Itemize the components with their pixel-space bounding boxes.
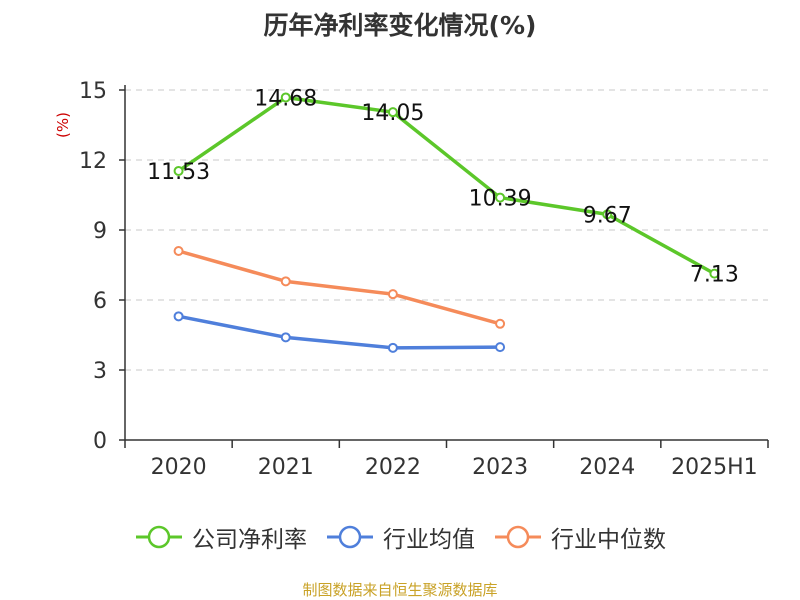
- y-tick-label: 0: [93, 429, 107, 454]
- y-tick-label: 6: [93, 289, 107, 314]
- series-line: [177, 95, 716, 276]
- y-tick-label: 9: [93, 219, 107, 244]
- data-point: [280, 276, 291, 287]
- legend-marker-icon: [136, 525, 182, 549]
- data-point: [602, 209, 613, 220]
- data-point: [495, 342, 506, 353]
- data-point: [387, 107, 398, 118]
- x-tick-label: 2023: [472, 455, 528, 480]
- legend-label: 行业中位数: [551, 527, 666, 553]
- data-point: [280, 332, 291, 343]
- data-point: [387, 289, 398, 300]
- x-tick-label: 2024: [579, 455, 635, 480]
- data-label: 9.67: [583, 203, 632, 228]
- data-point: [709, 268, 720, 279]
- x-tick-label: 2025H1: [671, 455, 758, 480]
- data-point: [173, 246, 184, 256]
- data-point: [495, 318, 506, 329]
- x-tick-label: 2021: [258, 455, 314, 480]
- y-axis-label: (%): [54, 112, 72, 138]
- legend: 公司净利率 行业均值 行业中位数: [0, 520, 800, 554]
- x-tick-label: 2020: [151, 455, 207, 480]
- legend-item: 行业中位数: [493, 520, 666, 554]
- data-label: 7.13: [690, 263, 739, 288]
- data-label: 14.68: [254, 86, 317, 111]
- source-note: 制图数据来自恒生聚源数据库: [302, 581, 498, 599]
- data-point: [173, 311, 184, 322]
- series-line: [178, 249, 501, 326]
- y-tick-label: 3: [93, 359, 107, 384]
- data-point: [495, 192, 506, 203]
- data-point: [387, 342, 398, 353]
- legend-marker-icon: [327, 525, 373, 549]
- legend-marker-icon: [495, 525, 541, 549]
- legend-label: 行业均值: [383, 527, 475, 553]
- y-tick-label: 15: [79, 79, 107, 104]
- y-tick-label: 12: [79, 149, 107, 174]
- data-label: 14.05: [361, 101, 424, 126]
- chart-title: 历年净利率变化情况(%): [263, 11, 537, 40]
- legend-item: 行业均值: [325, 520, 475, 554]
- series-line: [178, 314, 501, 350]
- data-label: 10.39: [469, 187, 532, 212]
- x-tick-label: 2022: [365, 455, 421, 480]
- legend-label: 公司净利率: [192, 527, 307, 553]
- data-point: [280, 92, 291, 103]
- legend-item: 公司净利率: [134, 520, 307, 554]
- data-label: 11.53: [147, 160, 210, 185]
- data-point: [173, 165, 184, 176]
